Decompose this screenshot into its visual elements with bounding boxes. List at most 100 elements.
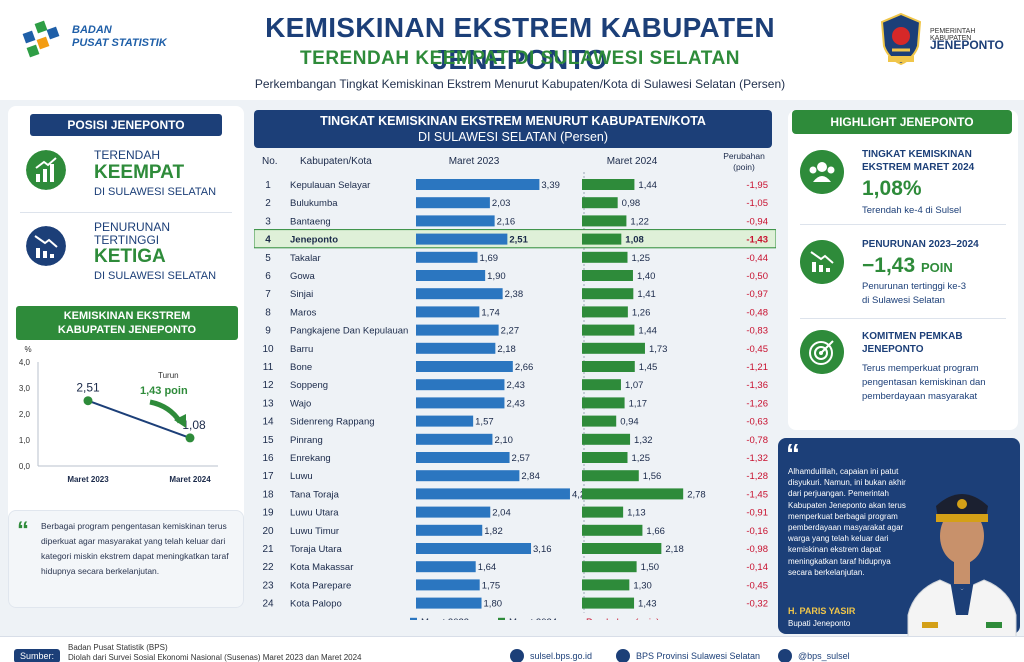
row-number: 13	[262, 398, 274, 409]
highlight3-title: KOMITMEN PEMKAB JENEPONTO	[862, 330, 963, 356]
bar-2023-label: 1,74	[481, 307, 500, 318]
bar-2024	[582, 597, 635, 609]
bar-2023-label: 1,90	[487, 271, 506, 282]
row-number: 8	[265, 307, 271, 318]
highlight-row	[254, 229, 776, 249]
bar-2024	[582, 179, 635, 190]
row-number: 14	[262, 417, 274, 428]
row-number: 22	[262, 562, 274, 573]
facebook-link[interactable]: BPS Provinsi Sulawesi Selatan	[636, 651, 761, 661]
mini-y-tick: 2,0	[19, 410, 31, 419]
regional-bar-table: No. Kabupaten/Kota Maret 2023 Maret 2024 Per…	[254, 151, 776, 620]
row-number: 19	[262, 508, 274, 519]
divider	[800, 224, 1006, 225]
bar-2023-label: 2,27	[501, 326, 520, 337]
col-header-2024: Maret 2024	[607, 156, 658, 167]
source-line2: Diolah dari Survei Sosial Ekonomi Nasion…	[68, 653, 362, 662]
row-number: 23	[262, 580, 274, 591]
stat-decline-big: KETIGA	[94, 246, 166, 267]
col-header-change-unit: (poin)	[733, 162, 755, 172]
row-number: 16	[262, 453, 274, 464]
highlight2-unit: POIN	[920, 260, 953, 275]
row-region-label: Luwu Utara	[290, 508, 339, 519]
change-value: -1,21	[746, 362, 768, 373]
bar-2024	[582, 197, 618, 209]
change-value: -0,97	[746, 289, 768, 300]
legend-swatch-2023	[410, 617, 417, 620]
row-region-label: Sinjai	[290, 289, 313, 300]
bar-2024	[582, 215, 627, 227]
row-region-label: Bulukumba	[290, 198, 338, 209]
change-value: -1,36	[746, 380, 768, 391]
bar-2024-label: 1,17	[629, 398, 648, 409]
stat-lowest-big: KEEMPAT	[94, 162, 185, 183]
source-label: Sumber:	[14, 649, 61, 662]
bar-2024-label: 1,08	[625, 235, 644, 246]
bar-2023	[416, 561, 476, 573]
bar-2024	[582, 470, 639, 482]
change-value: -0,94	[746, 216, 768, 227]
row-number: 3	[265, 216, 271, 227]
bar-2024	[582, 452, 628, 463]
bar-2024-label: 1,22	[630, 216, 649, 227]
bar-2023	[416, 579, 480, 591]
bar-2023	[416, 543, 532, 554]
bar-2023	[416, 379, 505, 391]
row-region-label: Kota Makassar	[290, 562, 353, 573]
row-number: 7	[265, 289, 271, 300]
quote-mark-icon: “	[17, 517, 29, 544]
facebook-icon	[616, 649, 630, 662]
row-number: 2	[265, 198, 271, 209]
pemkab-line1: PEMERINTAH KABUPATEN	[930, 28, 976, 42]
mini-y-tick: 4,0	[19, 358, 31, 367]
mini-x-label: Maret 2024	[169, 475, 211, 484]
row-region-label: Pinrang	[290, 435, 323, 446]
bar-2023	[416, 270, 486, 281]
regent-role: Bupati Jeneponto	[788, 619, 851, 628]
stat-lowest-t1: TERENDAH	[94, 148, 161, 162]
row-region-label: Bone	[290, 362, 312, 373]
bar-2024	[582, 506, 624, 518]
bar-2024	[582, 543, 662, 554]
change-value: -0,50	[746, 271, 768, 282]
instagram-link[interactable]: @bps_sulsel	[798, 651, 850, 661]
legend-label-2024: Maret 2024	[509, 617, 557, 620]
bar-2024	[582, 561, 637, 573]
mini-chart-heading-line2: KABUPATEN JENEPONTO	[57, 324, 197, 336]
bar-2023	[416, 524, 483, 536]
row-number: 4	[265, 235, 271, 246]
col-header-change: Perubahan	[723, 151, 765, 161]
bar-2024-label: 0,98	[622, 198, 641, 209]
change-value: -1,05	[746, 198, 768, 209]
row-region-label: Wajo	[290, 398, 311, 409]
footer: Sumber: Badan Pusat Statistik (BPS) Diol…	[0, 636, 1024, 662]
bar-2024-label: 1,40	[637, 271, 656, 282]
bar-2023	[416, 342, 496, 354]
website-link[interactable]: sulsel.bps.go.id	[530, 651, 593, 661]
stat-decline-t2: TERTINGGI	[94, 233, 160, 247]
mini-y-unit: %	[24, 345, 31, 354]
row-region-label: Tana Toraja	[290, 489, 340, 500]
stat-box-decline: PENURUNAN TERTINGGI KETIGA DI SULAWESI S…	[18, 220, 234, 308]
bar-2023-label: 2,03	[492, 198, 511, 209]
row-number: 15	[262, 435, 274, 446]
col-header-2023: Maret 2023	[449, 156, 500, 167]
stat-decline-t1: PENURUNAN	[94, 220, 171, 234]
row-region-label: Luwu	[290, 471, 313, 482]
left-quote-box: “ Berbagai program pengentasan kemiskina…	[8, 510, 244, 608]
highlight2-note-line2: di Sulawesi Selatan	[862, 295, 945, 306]
stat-lowest-t3: DI SULAWESI SELATAN	[94, 186, 217, 198]
bar-2023-label: 2,18	[497, 344, 516, 355]
row-region-label: Bantaeng	[290, 216, 331, 227]
row-region-label: Maros	[290, 307, 317, 318]
row-region-label: Takalar	[290, 253, 321, 264]
change-value: -1,45	[746, 489, 768, 500]
decline-icon	[800, 240, 844, 284]
bar-2024-label: 1,44	[638, 326, 657, 337]
bar-2023-label: 2,04	[492, 508, 511, 519]
row-region-label: Sidenreng Rappang	[290, 417, 375, 428]
bar-2023-label: 2,51	[509, 235, 528, 246]
bar-2023	[416, 251, 478, 263]
highlight2-number: −1,43	[862, 254, 916, 277]
highlight1-value: 1,08%	[862, 177, 922, 200]
